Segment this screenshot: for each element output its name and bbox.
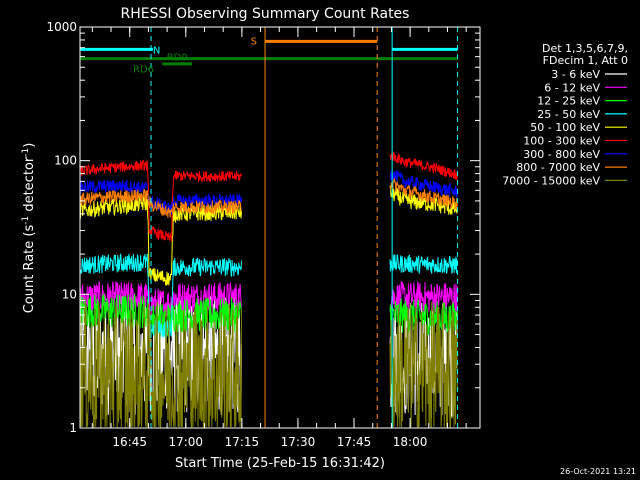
x-tick-label-3: 17:15 [225,435,260,449]
legend-entry-4: 25 - 50 keV [537,108,600,121]
y-tick-label-2: 10 [62,287,77,301]
x-tick-label-6: 18:00 [393,435,428,449]
legend-entry-7: 300 - 800 keV [523,148,600,161]
y-axis-label: Count Rate (s-1 detector-1) [21,143,37,314]
y-tick-label-4: 1000 [46,20,77,34]
annotation-3: RD6 [133,64,154,75]
plot-area: N RD0 RD6 S [80,27,459,428]
series-line-4 [80,252,458,339]
legend-entry-6: 100 - 300 keV [523,135,600,148]
legend-entry-9: 7000 - 15000 keV [502,174,600,187]
x-axis-label: Start Time (25-Feb-15 16:31:42) [175,456,385,471]
legend-entry-1: 3 - 6 keV [551,68,600,81]
timestamp: 26-Oct-2021 13:21 [560,467,636,476]
legend-header-line-1: Det 1,3,5,6,7,9, [542,42,628,55]
x-tick-label-5: 17:45 [337,435,372,449]
legend-entry-3: 12 - 25 keV [537,95,600,108]
chart-title: RHESSI Observing Summary Count Rates [121,6,410,22]
x-tick-label-4: 17:30 [281,435,316,449]
series-line-6 [80,150,458,242]
legend-header-line-2: FDecim 1, Att 0 [543,54,628,67]
series-line-9 [80,301,458,428]
legend-entry-5: 50 - 100 keV [530,121,600,134]
y-tick-label-1: 1 [69,421,77,435]
series-line-3 [80,292,458,337]
legend-entry-8: 800 - 7000 keV [516,161,600,174]
annotation-1: N [153,45,160,56]
axes-frame [79,26,481,429]
y-tick-label-3: 100 [54,154,77,168]
annotation-4: S [251,37,257,48]
x-tick-label-2: 17:00 [168,435,203,449]
series-line-8 [80,177,458,219]
axes: 1 10 100 1000 16:45 17:00 17:15 17:30 17:45 18:00 [46,20,481,449]
x-tick-label-1: 16:45 [112,435,147,449]
legend-entry-2: 6 - 12 keV [544,81,600,94]
annotation-2: RD0 [167,53,188,64]
